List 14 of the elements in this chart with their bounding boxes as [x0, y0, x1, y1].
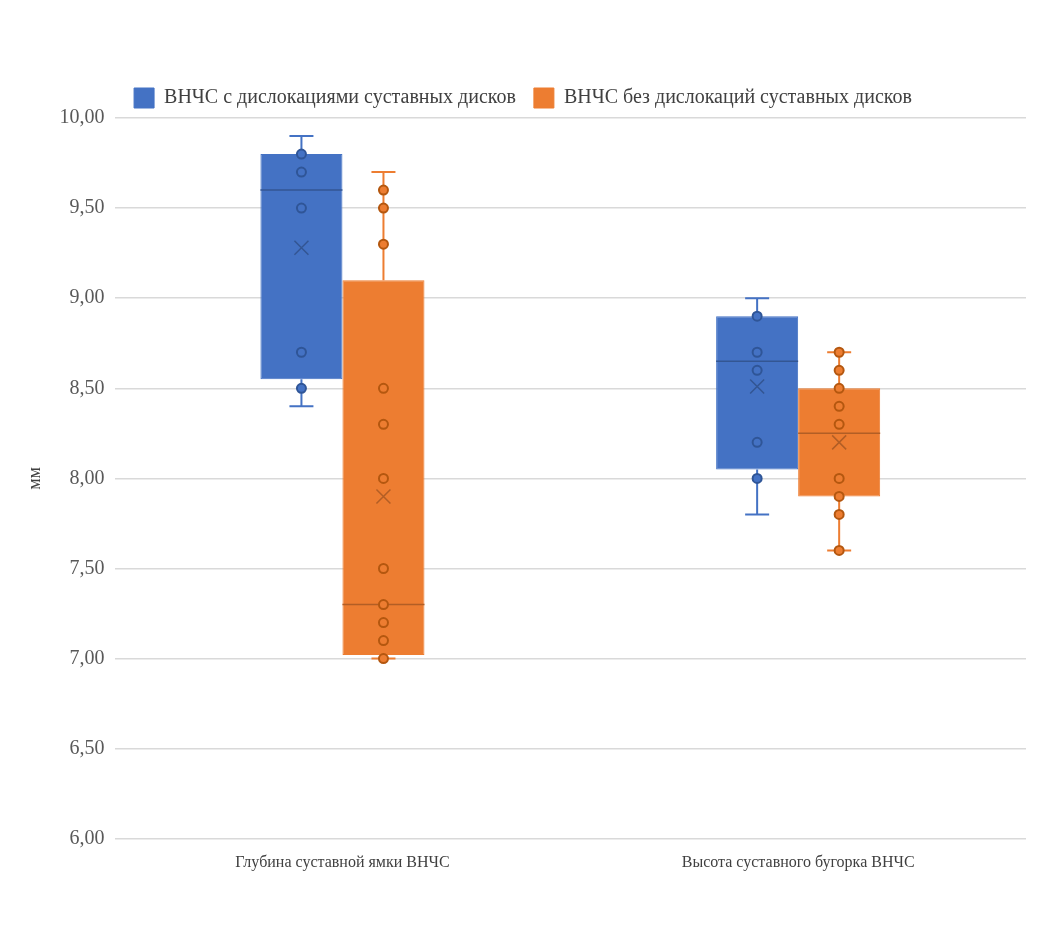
y-tick-label: 8,00: [69, 465, 105, 488]
x-tick-label: Высота суставного бугорка ВНЧС: [681, 852, 915, 871]
y-tick-label: 9,50: [69, 195, 105, 218]
y-tick-label: 6,50: [69, 735, 105, 758]
y-tick-label: 10,00: [59, 105, 105, 128]
legend-label: ВНЧС без дислокаций суставных дисков: [563, 85, 912, 109]
x-tick-label: Глубина суставной ямки ВНЧС: [235, 852, 450, 871]
y-tick-label: 9,00: [69, 285, 105, 308]
y-tick-label: 6,00: [69, 826, 105, 849]
y-tick-label: 7,00: [69, 645, 105, 668]
y-axis-title: мм: [23, 467, 44, 490]
legend-label: ВНЧС с дислокациями суставных дисков: [164, 85, 516, 109]
y-tick-label: 7,50: [69, 555, 105, 578]
y-tick-label: 8,50: [69, 375, 105, 398]
